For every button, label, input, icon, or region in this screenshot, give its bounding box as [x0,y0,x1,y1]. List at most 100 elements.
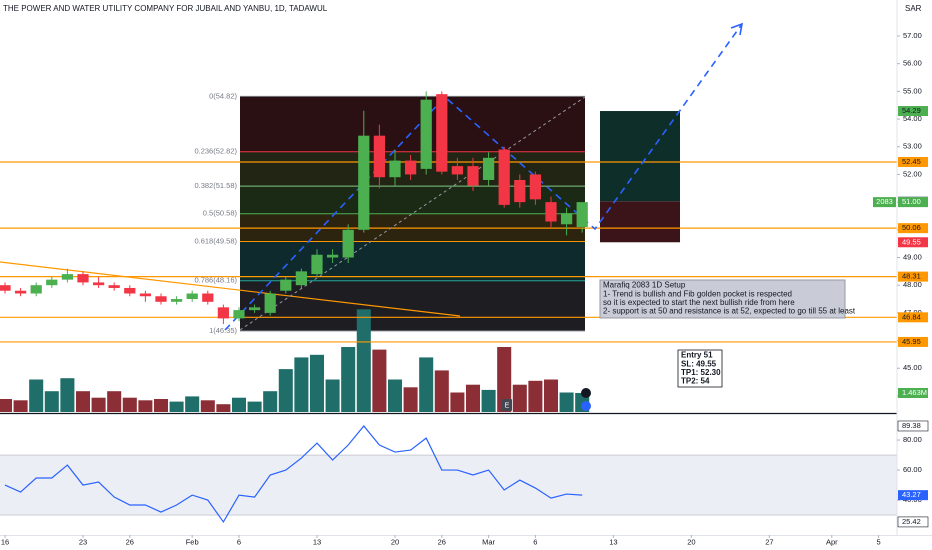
volume-bar [419,357,434,412]
note-line: so it is expected to start the next bull… [603,298,795,307]
volume-bar [512,384,527,412]
trade-line: TP1: 52.30 [681,368,721,377]
candle-body [467,166,479,186]
candle-body [529,174,542,200]
candle-body [420,99,432,169]
x-tick-label: Feb [186,537,199,546]
candle-body [233,310,245,319]
candle-body [61,274,74,280]
candle-body [248,307,261,311]
volume-bar [341,347,356,412]
x-tick-label: Mar [482,537,495,546]
candle-body [186,293,198,300]
candle-body [14,290,27,294]
volume-bar [387,379,403,412]
level-tag-bg [898,271,928,282]
fib-label: 0(54.82) [209,91,237,100]
candle-body [155,296,167,302]
x-tick-label: 20 [687,537,695,546]
rsi-high-tag-bg [897,420,929,432]
level-tag-bg [898,312,928,323]
volume-bar [91,397,106,412]
volume-bar [450,392,465,412]
volume-bar [13,400,28,412]
rsi-line [4,425,583,524]
candle-body [124,287,136,294]
note-line: 1- Trend is bullish and Fib golden pocke… [603,290,792,299]
y-tick-label: 54.00 [903,114,922,123]
candle-body [326,254,339,258]
icon [581,388,591,398]
price-tag-bg [898,197,928,208]
candle-body [482,157,495,180]
candle-body [46,279,58,286]
target-zone [600,111,680,202]
target-tag: 54.29 [902,106,921,115]
trade-line: SL: 49.55 [681,359,717,368]
candle-body [389,160,401,178]
volume-bar [138,400,153,412]
x-tick-label: 26 [126,537,134,546]
candle-body [170,299,183,302]
candle-body [358,135,370,230]
level-tag: 52.45 [902,157,921,166]
x-tick-label: 13 [313,537,321,546]
candle-body [264,293,276,313]
y-tick-label: 55.00 [903,86,922,95]
fib-zone [240,280,585,331]
fib-label: 0.382(51.58) [194,181,237,190]
volume-tag-bg [898,387,928,398]
volume-bar [543,379,559,412]
volume-bar [216,404,231,412]
volume-bar [294,357,309,412]
volume-bar [122,397,137,412]
x-tick-label: 13 [609,537,617,546]
icon [581,401,591,411]
y-tick-label: 57.00 [903,31,922,40]
target-tag-bg [898,106,928,117]
level-tag-bg [898,336,928,347]
x-tick-label: Apr [826,537,838,546]
note-title: Marafiq 2083 1D Setup [603,281,686,290]
fib-zone [240,96,585,152]
volume-bar [403,387,418,412]
x-tick-label: 23 [79,537,87,546]
note-line: 2- support is at 50 and resistance is at… [603,307,856,316]
x-tick-label: 27 [765,537,773,546]
volume-bar [481,389,496,412]
fib-label: 0.786(48.16) [194,276,237,285]
level-tag: 50.06 [902,223,921,232]
event-box [502,399,512,411]
volume-bar [465,384,481,412]
note-box [599,279,846,319]
symbol-tag-bg [873,197,896,208]
rsi-tick-label: 60.00 [903,465,922,474]
fib-zone [240,186,585,214]
level-tag-bg [898,156,928,167]
volume-bar [0,399,13,412]
y-tick-label: 49.00 [903,252,922,261]
volume-bar [497,347,512,412]
x-tick-label: 5 [877,537,881,546]
stop-tag: 49.55 [902,237,921,246]
volume-bar [528,380,543,412]
rsi-high-tag: 89.38 [902,421,921,430]
volume-bar [434,370,449,412]
volume-bar [231,397,247,412]
candle-body [30,285,42,294]
trade-line: TP2: 54 [681,377,710,386]
rsi-tick-label: 80.00 [903,435,922,444]
volume-bar [107,391,122,412]
chart-title: THE POWER AND WATER UTILITY COMPANY FOR … [3,4,328,13]
candle-body [0,285,11,291]
volume-bar [60,378,75,412]
fib-label: 0.5(50.58) [203,209,238,218]
fib-label: 0.236(52.82) [194,147,237,156]
volume-bar [153,399,169,412]
volume-bar [29,379,44,412]
volume-bar [325,379,340,412]
volume-bar [356,309,371,412]
candle-body [139,293,152,297]
